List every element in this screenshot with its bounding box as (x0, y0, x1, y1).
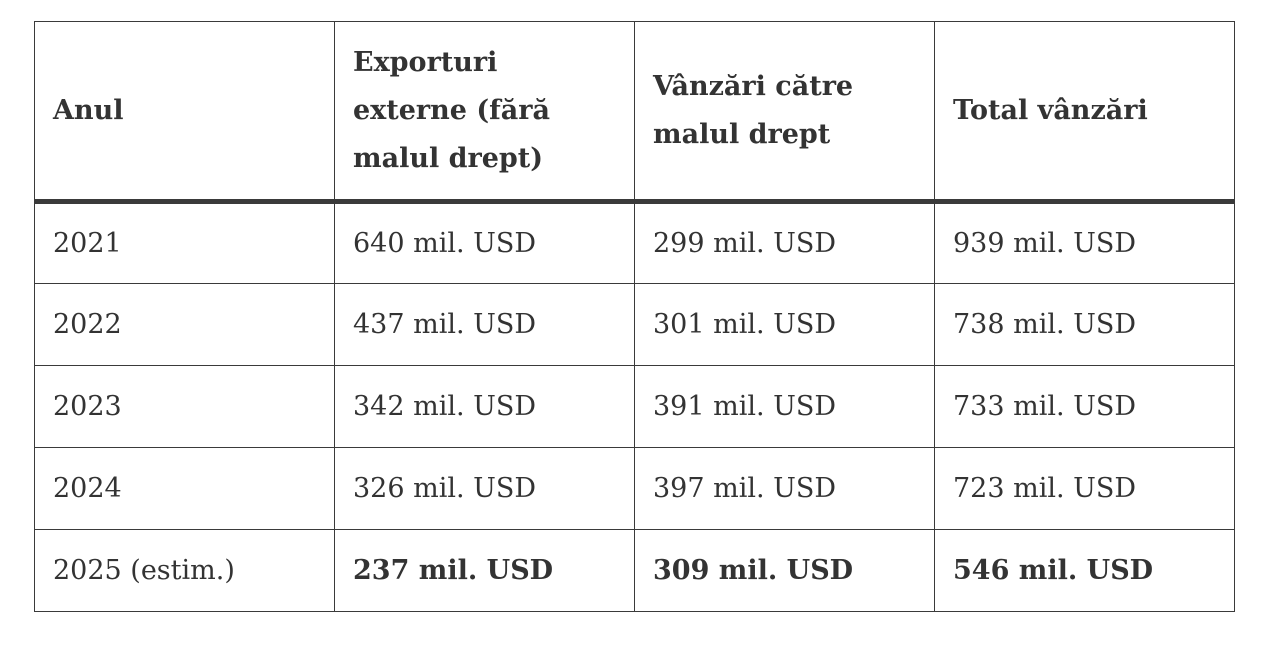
header-year: Anul (34, 21, 335, 204)
cell-year: 2022 (34, 283, 335, 366)
cell-year: 2025 (estim.) (34, 529, 335, 612)
cell-external-exports: 437 mil. USD (334, 283, 635, 366)
cell-right-bank-sales: 299 mil. USD (634, 201, 935, 284)
cell-right-bank-sales: 301 mil. USD (634, 283, 935, 366)
cell-right-bank-sales: 309 mil. USD (634, 529, 935, 612)
header-row: Anul Exporturi externe (fără malul drept… (34, 21, 1235, 204)
cell-external-exports: 237 mil. USD (334, 529, 635, 612)
header-right-bank-sales: Vânzări către malul drept (634, 21, 935, 204)
header-total-sales: Total vânzări (934, 21, 1235, 204)
cell-right-bank-sales: 391 mil. USD (634, 365, 935, 448)
header-external-exports: Exporturi externe (fără malul drept) (334, 21, 635, 204)
cell-year: 2021 (34, 201, 335, 284)
table-row: 2023 342 mil. USD 391 mil. USD 733 mil. … (34, 365, 1235, 448)
cell-right-bank-sales: 397 mil. USD (634, 447, 935, 530)
cell-total-sales: 546 mil. USD (934, 529, 1235, 612)
cell-external-exports: 342 mil. USD (334, 365, 635, 448)
table-row: 2021 640 mil. USD 299 mil. USD 939 mil. … (34, 201, 1235, 284)
cell-total-sales: 939 mil. USD (934, 201, 1235, 284)
cell-year: 2023 (34, 365, 335, 448)
cell-external-exports: 326 mil. USD (334, 447, 635, 530)
cell-external-exports: 640 mil. USD (334, 201, 635, 284)
cell-total-sales: 738 mil. USD (934, 283, 1235, 366)
cell-year: 2024 (34, 447, 335, 530)
table-body: 2021 640 mil. USD 299 mil. USD 939 mil. … (34, 201, 1235, 612)
cell-total-sales: 723 mil. USD (934, 447, 1235, 530)
cell-total-sales: 733 mil. USD (934, 365, 1235, 448)
table-header: Anul Exporturi externe (fără malul drept… (34, 21, 1235, 204)
sales-table: Anul Exporturi externe (fără malul drept… (34, 21, 1235, 612)
table-row: 2024 326 mil. USD 397 mil. USD 723 mil. … (34, 447, 1235, 530)
table-row: 2022 437 mil. USD 301 mil. USD 738 mil. … (34, 283, 1235, 366)
table-row-estimate: 2025 (estim.) 237 mil. USD 309 mil. USD … (34, 529, 1235, 612)
